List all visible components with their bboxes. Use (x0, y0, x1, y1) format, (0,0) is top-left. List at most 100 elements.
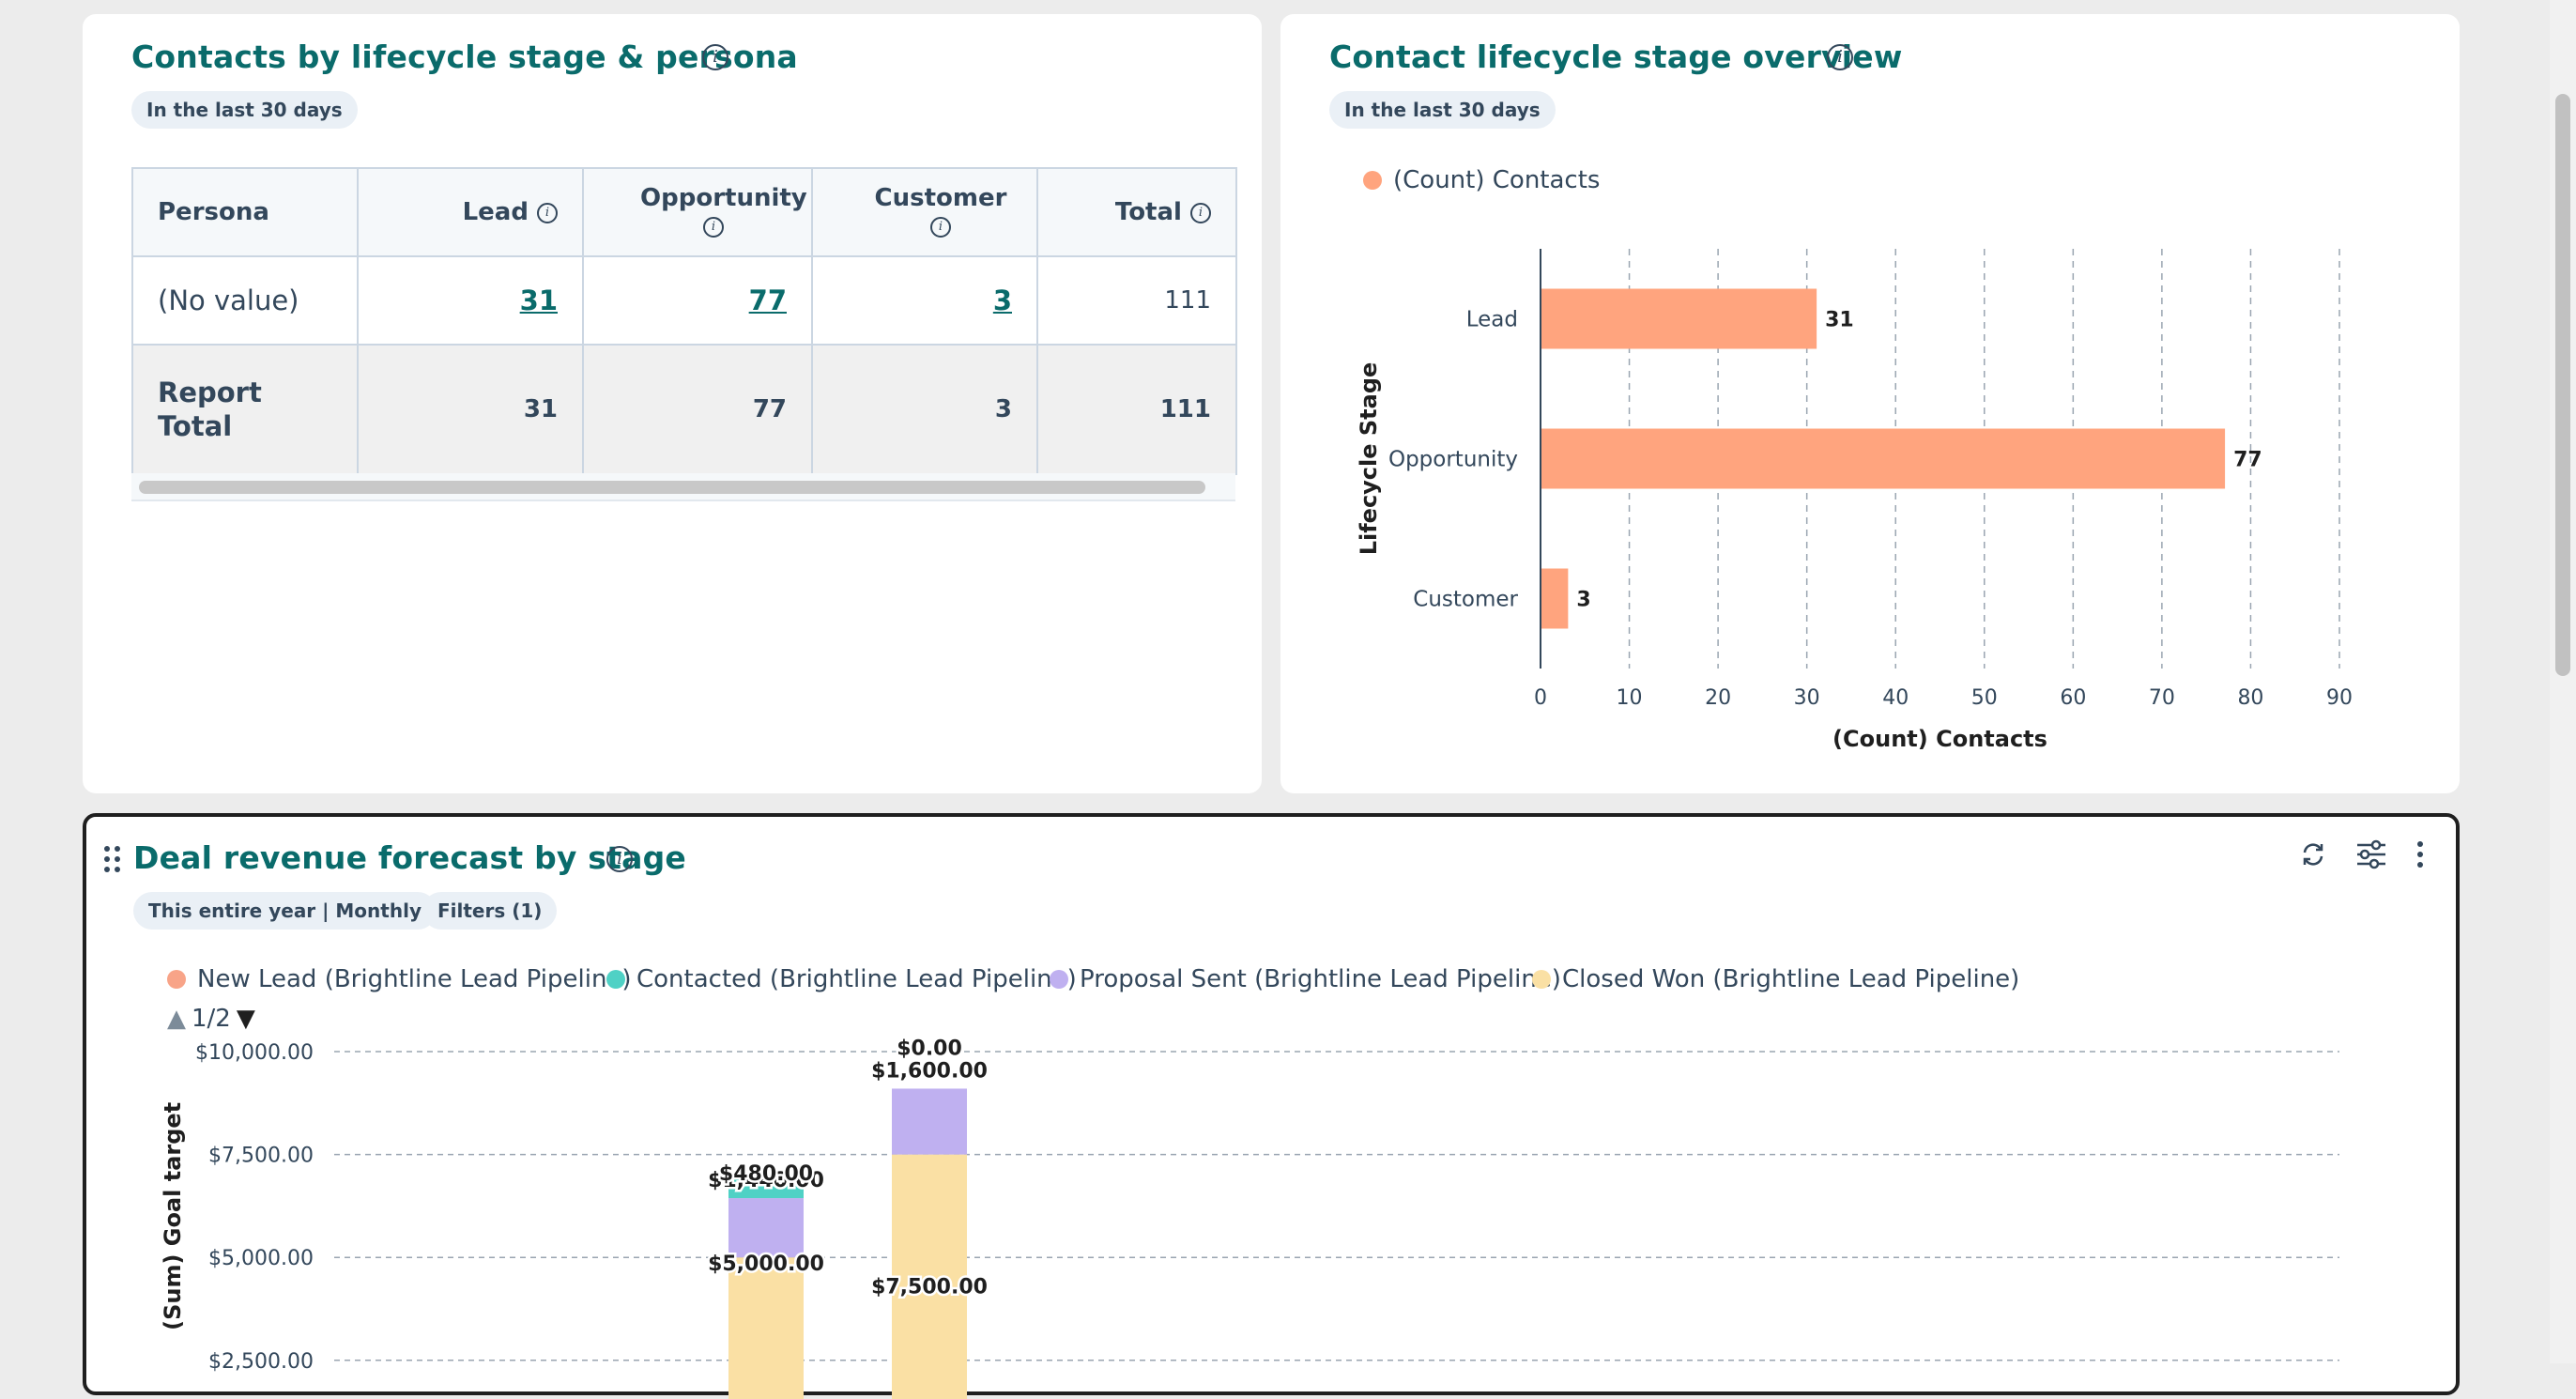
opportunity-cell: 77 (582, 255, 813, 346)
persona-table: Persona Lead i Opportunity i Customer i To… (131, 167, 1237, 475)
filters-pill[interactable]: Filters (1) (422, 892, 558, 930)
legend-pager: ▲ 1/2 ▼ (167, 1005, 255, 1033)
legend-dot (606, 970, 625, 989)
header-label: Total (1114, 198, 1182, 226)
drag-handle-icon[interactable] (103, 845, 122, 875)
legend-prev-page-icon[interactable]: ▲ (167, 1005, 186, 1033)
x-axis-title: (Count) Contacts (1832, 726, 2047, 752)
chart-legend-item[interactable]: Proposal Sent (Brightline Lead Pipeline) (1050, 965, 1561, 993)
info-icon[interactable]: i (702, 44, 728, 70)
bar-data-label: $5,000.00 (708, 1253, 824, 1276)
total-label-line: Total (158, 410, 233, 442)
table-row: (No value) 31 77 3 111 (131, 255, 1237, 346)
report-total-label: Report Total (131, 344, 359, 475)
y-tick-label: Customer (1413, 588, 1518, 612)
x-tick-label: 20 (1705, 686, 1731, 710)
table-horizontal-scrollbar[interactable] (139, 481, 1205, 494)
date-range-pill[interactable]: In the last 30 days (131, 91, 358, 129)
y-tick-label: $7,500.00 (208, 1145, 314, 1168)
opportunity-count-link[interactable]: 77 (748, 284, 787, 316)
legend-label: Proposal Sent (Brightline Lead Pipeline) (1080, 965, 1561, 993)
legend-dot (1050, 970, 1068, 989)
more-options-icon[interactable] (2401, 836, 2439, 873)
revenue-forecast-chart: $10,000.00 $7,500.00 $5,000.00 $2,500.00 (Su… (160, 1035, 2339, 1399)
table-header-row: Persona Lead i Opportunity i Customer i To… (131, 167, 1237, 257)
stacked-bar-segment (728, 1178, 804, 1199)
total-opportunity: 77 (582, 344, 813, 475)
header-label: Opportunity (640, 184, 807, 212)
page-scrollbar-track (2550, 0, 2576, 1363)
chart-legend-item[interactable]: (Count) Contacts (1363, 166, 1600, 194)
lead-count-link[interactable]: 31 (519, 284, 558, 316)
deal-revenue-forecast-card: Deal revenue forecast by stage i This en… (83, 813, 2460, 1399)
date-range-pill[interactable]: This entire year | Monthly (133, 892, 437, 930)
column-header-customer[interactable]: Customer i (811, 167, 1038, 257)
legend-label: (Count) Contacts (1393, 166, 1601, 194)
chart-legend-item[interactable]: Contacted (Brightline Lead Pipeline) (606, 965, 1077, 993)
bar-data-label: 31 (1825, 309, 1854, 332)
stacked-bar-segment (892, 1088, 967, 1155)
page-scrollbar-thumb[interactable] (2555, 94, 2570, 676)
customer-count-link[interactable]: 3 (992, 284, 1012, 316)
contacts-by-stage-persona-card: Contacts by lifecycle stage & persona i … (83, 14, 1262, 793)
legend-page-indicator: 1/2 (192, 1005, 231, 1033)
contact-lifecycle-overview-card: Contact lifecycle stage overview i In th… (1280, 14, 2460, 793)
legend-dot (1363, 171, 1382, 190)
chart-legend-item[interactable]: New Lead (Brightline Lead Pipeline) (167, 965, 632, 993)
y-tick-label: $5,000.00 (208, 1247, 314, 1270)
x-tick-label: 50 (1971, 686, 1998, 710)
bar-data-label: 3 (1576, 589, 1590, 612)
x-tick-label: 30 (1794, 686, 1820, 710)
chart-legend-item[interactable]: Closed Won (Brightline Lead Pipeline) (1532, 965, 2019, 993)
legend-label: New Lead (Brightline Lead Pipeline) (197, 965, 632, 993)
column-header-lead[interactable]: Lead i (357, 167, 584, 257)
info-icon[interactable]: i (537, 202, 558, 223)
x-tick-label: 70 (2149, 686, 2175, 710)
stacked-bar-segment (728, 1257, 804, 1399)
header-label: Lead (462, 198, 529, 226)
x-tick-label: 0 (1534, 686, 1547, 710)
persona-cell: (No value) (131, 255, 359, 346)
y-tick-label: Lead (1466, 308, 1518, 332)
x-tick-label: 90 (2326, 686, 2353, 710)
card-title: Contacts by lifecycle stage & persona (131, 38, 798, 75)
report-total-row: Report Total 31 77 3 111 (131, 344, 1237, 475)
legend-label: Contacted (Brightline Lead Pipeline) (636, 965, 1077, 993)
column-header-total[interactable]: Total i (1036, 167, 1237, 257)
bar-data-label: 77 (2233, 449, 2262, 472)
filter-settings-icon[interactable] (2353, 836, 2390, 873)
bar-data-label: $7,500.00 (871, 1276, 988, 1299)
y-tick-label: $10,000.00 (195, 1041, 314, 1065)
total-lead: 31 (357, 344, 584, 475)
x-tick-label: 80 (2237, 686, 2263, 710)
info-icon[interactable]: i (1190, 202, 1211, 223)
legend-next-page-icon[interactable]: ▼ (236, 1005, 255, 1033)
info-icon[interactable]: i (606, 846, 633, 872)
date-range-pill[interactable]: In the last 30 days (1329, 91, 1556, 129)
y-tick-label: Opportunity (1388, 448, 1518, 472)
info-icon[interactable]: i (930, 216, 951, 238)
bar-data-label: $1,440.00 (708, 1169, 824, 1192)
stacked-bar-segment (728, 1198, 804, 1258)
bar (1541, 568, 1569, 629)
y-axis-title: Lifecycle Stage (1356, 362, 1382, 556)
info-icon[interactable]: i (1827, 44, 1853, 70)
card-title: Contact lifecycle stage overview (1329, 38, 1903, 75)
y-tick-label: $2,500.00 (208, 1350, 314, 1374)
legend-dot (1532, 970, 1551, 989)
refresh-icon[interactable] (2294, 836, 2332, 873)
x-tick-label: 10 (1617, 686, 1643, 710)
bar (1541, 428, 2226, 489)
lifecycle-bar-chart: 0 10 20 30 40 50 60 70 80 90 31 Lead 77 Opportunity 3 C… (1356, 249, 2353, 752)
bar-data-label: $1,600.00 (871, 1059, 988, 1083)
bar-data-label: $0.00 (897, 1037, 962, 1060)
header-label: Persona (158, 198, 269, 226)
x-tick-label: 40 (1882, 686, 1909, 710)
column-header-persona[interactable]: Persona (131, 167, 359, 257)
info-icon[interactable]: i (703, 216, 724, 238)
customer-cell: 3 (811, 255, 1038, 346)
stacked-bar-segment (892, 1154, 967, 1399)
total-total: 111 (1036, 344, 1237, 475)
header-label: Customer (874, 184, 1007, 212)
column-header-opportunity[interactable]: Opportunity i (582, 167, 813, 257)
